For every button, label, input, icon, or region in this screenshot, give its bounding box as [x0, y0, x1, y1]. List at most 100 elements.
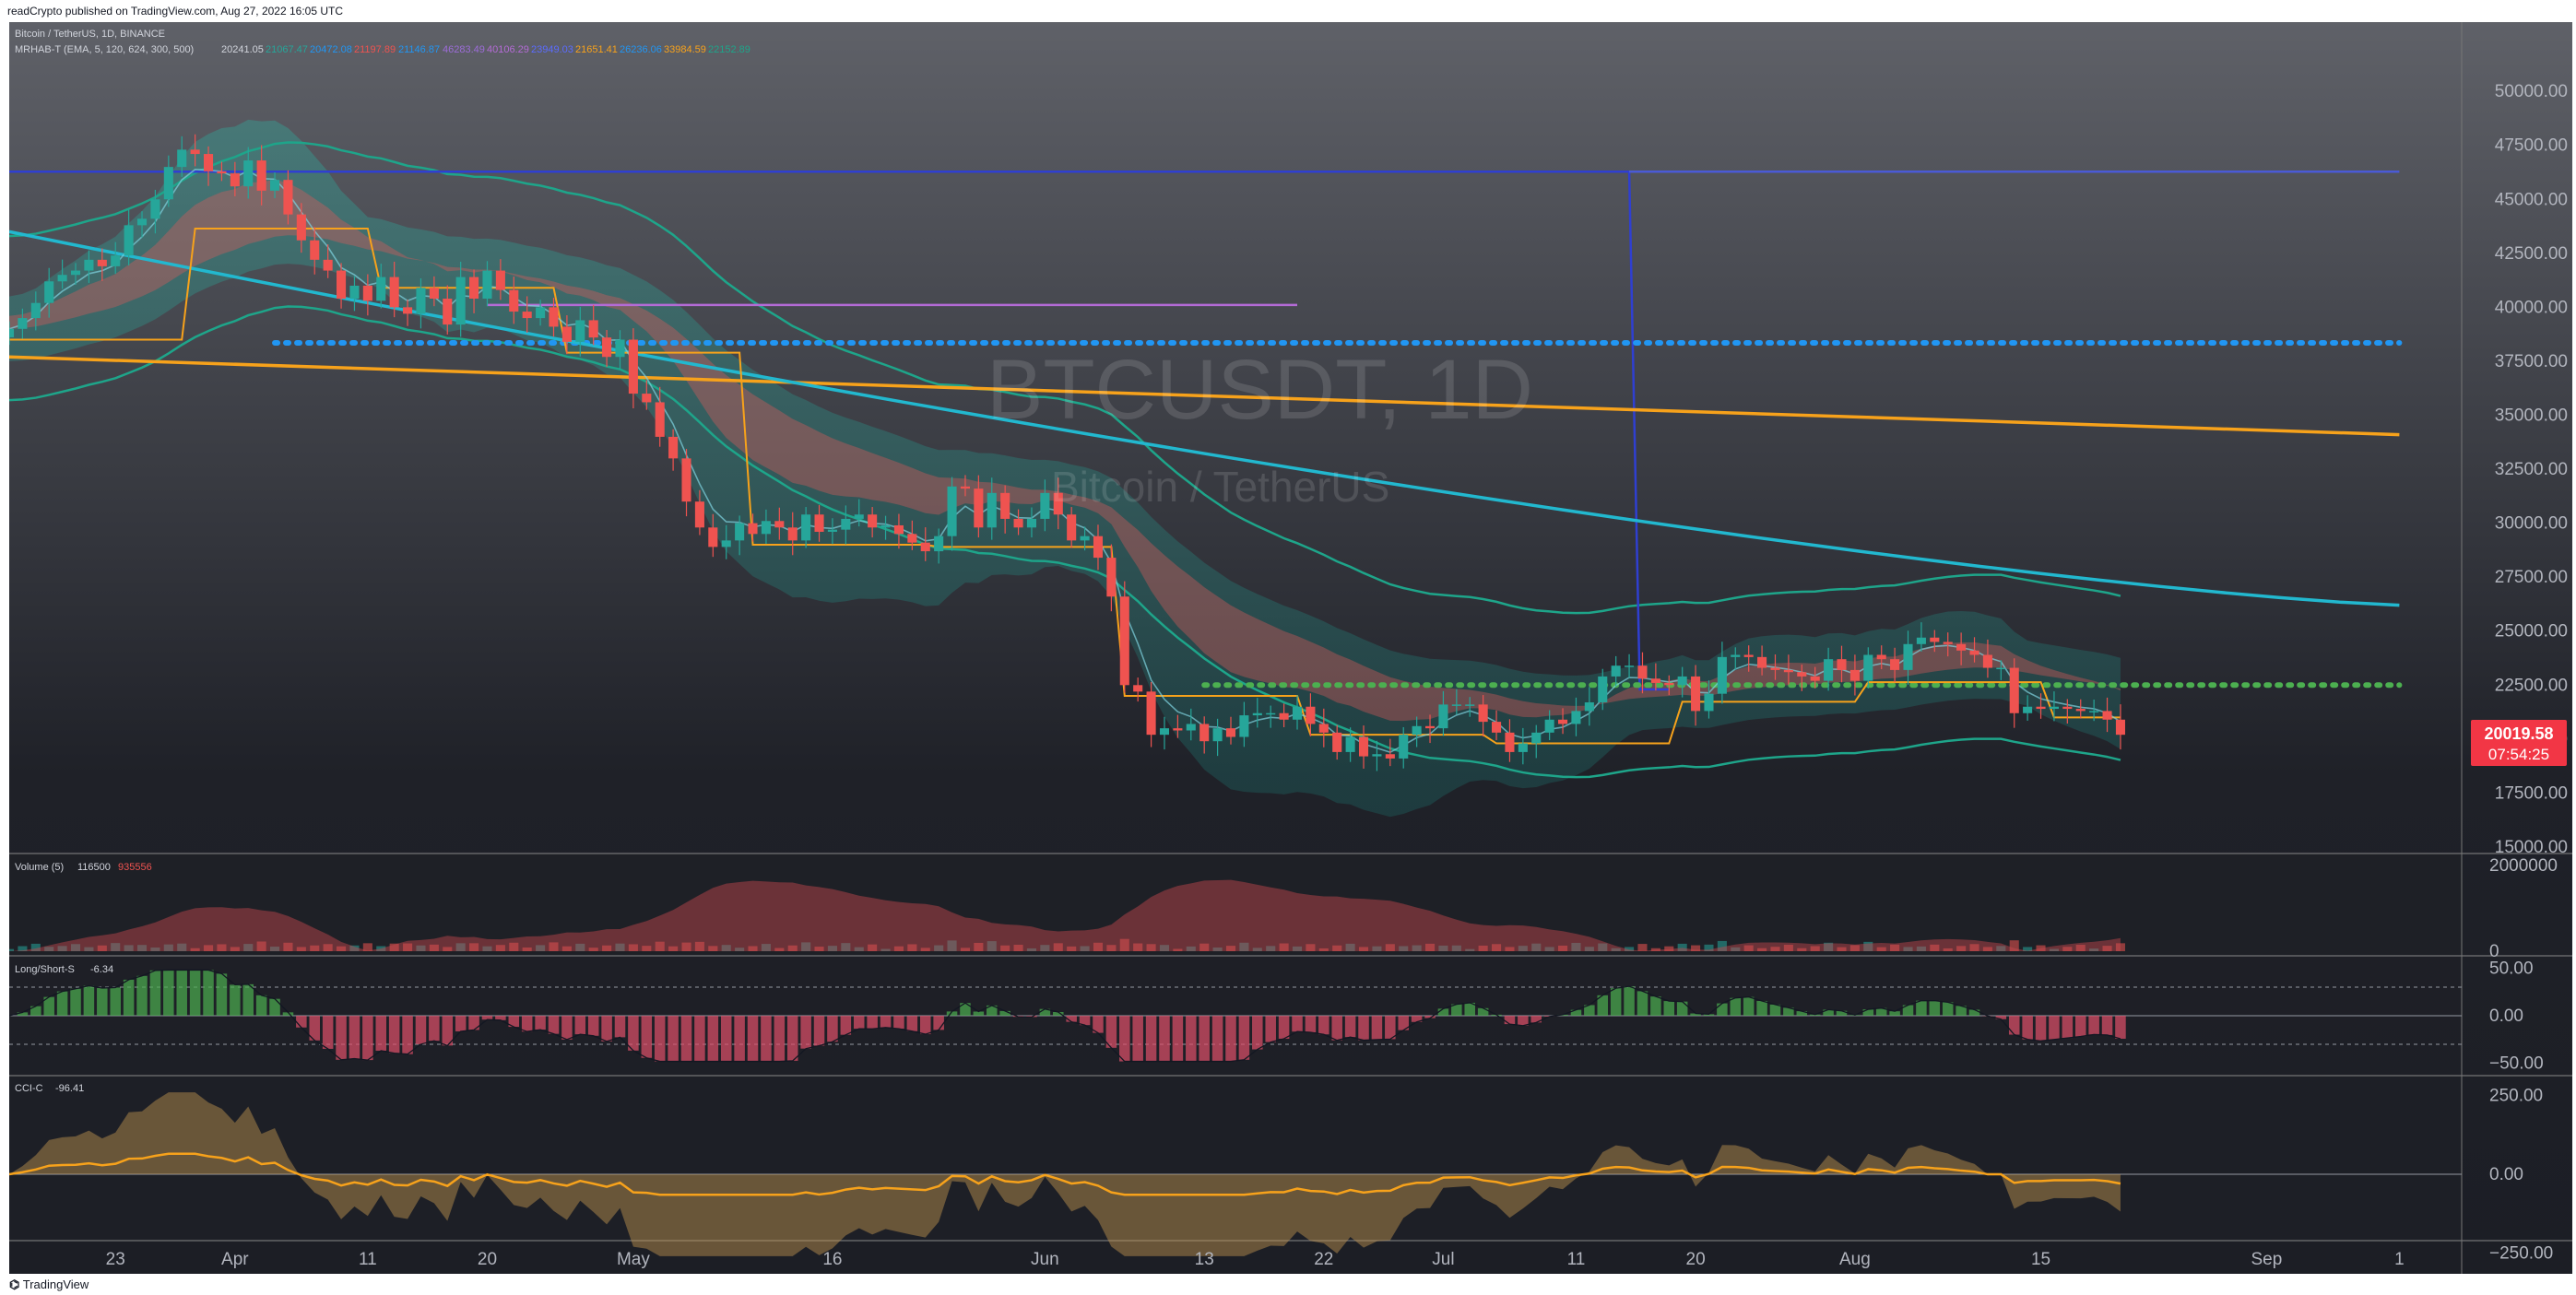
price-tick-label: 37500.00: [2495, 352, 2568, 371]
candle-body: [694, 501, 704, 528]
candle-body: [602, 337, 612, 358]
candle-body: [761, 521, 771, 535]
ls-bar: [1836, 1010, 1848, 1016]
candle-body: [668, 436, 679, 459]
ls-bar: [694, 1016, 705, 1062]
candle: [960, 475, 970, 497]
legend-cci-value: -96.41: [55, 1083, 84, 1094]
ls-bar: [149, 970, 161, 1016]
candle-body: [1040, 492, 1050, 519]
legend-indicator-value: 33984.59: [664, 44, 706, 55]
candle-body: [190, 149, 200, 155]
candle-body: [2049, 706, 2059, 710]
candle-body: [1637, 665, 1648, 679]
chart-frame[interactable]: 50000.00 47500.00 45000.00 42500.00 40000.00…: [4, 22, 2572, 1274]
volume-bar: [2115, 943, 2125, 951]
volume-bar: [1306, 944, 1316, 951]
candle: [1770, 654, 1780, 680]
footer-bar: ⌬ TradingView: [0, 1274, 2576, 1295]
candle: [2009, 658, 2019, 728]
ls-bar: [429, 1016, 440, 1042]
ls-bar: [1371, 1016, 1383, 1040]
ls-bar: [269, 998, 280, 1016]
volume-bar: [97, 945, 107, 951]
time-tick-label: 11: [1567, 1250, 1586, 1269]
candle-body: [1544, 719, 1554, 733]
candle-body: [907, 534, 917, 543]
volume-bar: [389, 943, 399, 951]
candle: [1292, 695, 1303, 730]
candle: [296, 203, 306, 253]
volume-bar: [735, 948, 745, 951]
volume-bar: [2023, 947, 2033, 951]
volume-bar: [1677, 943, 1687, 951]
watermark-name: Bitcoin / TetherUS: [1051, 463, 1389, 511]
volume-bar: [203, 945, 214, 951]
candle: [1611, 655, 1621, 687]
legend-indicator-value: 21651.41: [575, 44, 618, 55]
ls-bar: [1862, 1009, 1874, 1016]
volume-bar: [136, 945, 148, 951]
candle-body: [1252, 712, 1262, 716]
cci-tick-label: −250.00: [2489, 1243, 2553, 1263]
chart-svg[interactable]: 50000.00 47500.00 45000.00 42500.00 40000.00…: [4, 22, 2572, 1274]
time-tick-label: Jul: [1432, 1250, 1454, 1269]
candle-body: [1731, 654, 1741, 657]
ls-bar: [1968, 1009, 1980, 1016]
candle: [934, 528, 944, 564]
ls-bar: [1238, 1016, 1250, 1060]
ls-bar: [1225, 1016, 1236, 1062]
candle: [256, 145, 266, 206]
ls-bar: [43, 996, 54, 1016]
volume-bar: [1040, 945, 1050, 951]
ls-bar: [774, 1016, 786, 1062]
ls-bar: [1411, 1016, 1423, 1022]
candle: [323, 244, 333, 278]
volume-bar: [1625, 947, 1635, 951]
last-price-label[interactable]: 20019.58 07:54:25: [2471, 720, 2567, 766]
ls-bar: [747, 1016, 759, 1062]
indicator-orange-EMA: [8, 355, 2400, 437]
candle-body: [2036, 706, 2046, 710]
price-tick-label: 27500.00: [2495, 568, 2568, 587]
candle: [230, 161, 240, 196]
cci-tick-label: 0.00: [2489, 1165, 2523, 1184]
ls-bar: [468, 1016, 479, 1030]
volume-bar: [575, 943, 585, 951]
ls-bar: [56, 991, 68, 1016]
candle: [163, 155, 173, 207]
candle-body: [801, 514, 811, 541]
candle: [495, 259, 505, 300]
candle: [1385, 738, 1395, 767]
ls-bar: [362, 1016, 373, 1061]
ls-bar: [906, 1016, 918, 1031]
ls-bar: [455, 1016, 467, 1031]
legend-volume: Volume (5): [15, 862, 64, 873]
candle-body: [920, 542, 930, 552]
price-tick-label: 25000.00: [2495, 622, 2568, 642]
candle-body: [1982, 654, 1992, 668]
legend-indicator-value: 20472.08: [310, 44, 352, 55]
candle-body: [1849, 669, 1860, 681]
candle: [1492, 710, 1502, 741]
time-tick-label: 15: [2031, 1250, 2050, 1269]
candle: [1797, 665, 1807, 691]
candle: [1903, 630, 1913, 685]
candle: [111, 241, 121, 275]
ls-bar: [601, 1016, 612, 1042]
volume-bar: [960, 948, 970, 951]
ls-bar: [255, 995, 267, 1016]
ls-bar: [1437, 1008, 1449, 1016]
candle: [615, 330, 625, 370]
price-tick-label: 50000.00: [2495, 82, 2568, 101]
candle: [522, 296, 532, 334]
candle: [1518, 727, 1528, 765]
candle: [2075, 699, 2086, 719]
candle-body: [1279, 712, 1289, 720]
volume-bar: [1943, 948, 1953, 951]
ls-bar: [1344, 1016, 1356, 1038]
candle: [1173, 714, 1183, 738]
candle: [1412, 716, 1422, 748]
candle-body: [1625, 665, 1635, 667]
candle-body: [1505, 732, 1515, 752]
